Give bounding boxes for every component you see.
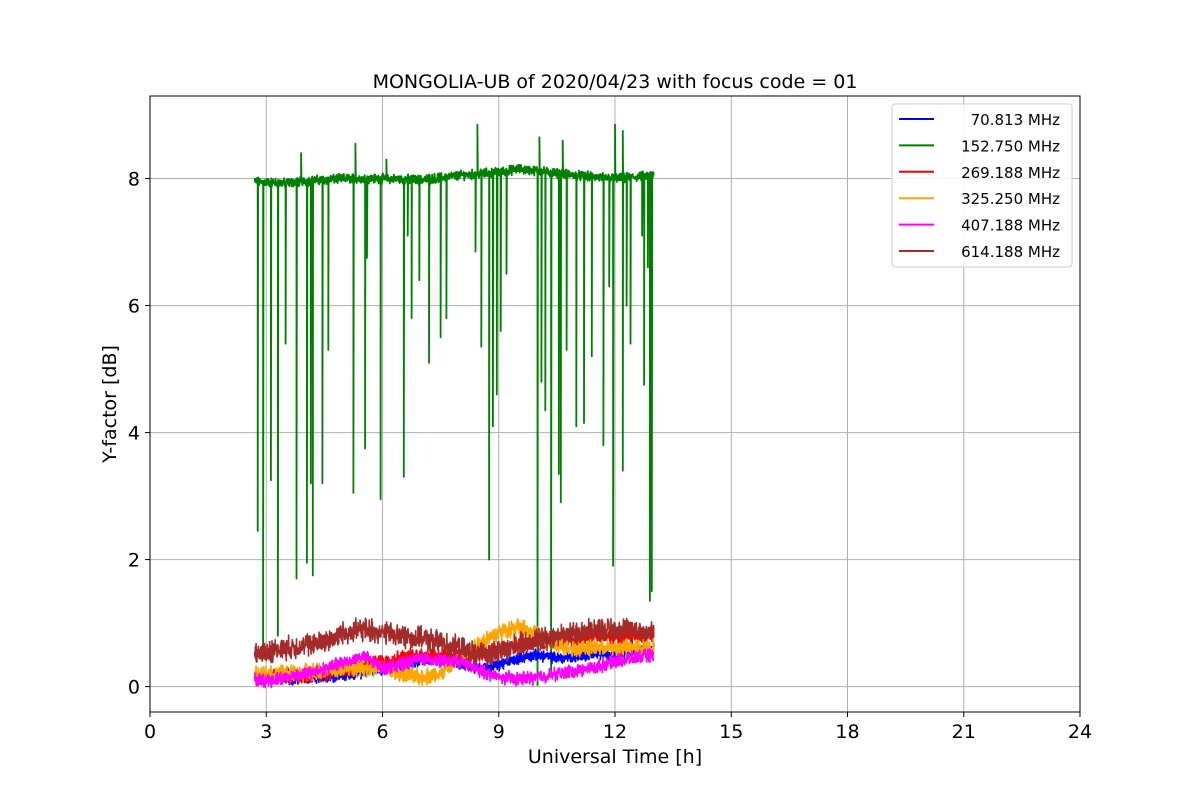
legend-box [891,103,1073,268]
legend-label: 152.750 MHz [961,137,1060,155]
series-line-4 [253,648,655,689]
x-tick-label: 24 [1068,721,1092,743]
y-tick-label: 2 [128,550,140,572]
x-tick-label: 6 [376,721,388,743]
x-tick-label: 15 [719,721,743,743]
legend-label: 269.188 MHz [961,164,1060,182]
x-tick-label: 0 [144,721,156,743]
x-tick-label: 3 [260,721,272,743]
x-tick-label: 21 [952,721,976,743]
legend-label: 614.188 MHz [961,243,1060,261]
y-tick-label: 4 [128,423,140,445]
legend-label: 70.813 MHz [971,111,1060,129]
legend-label: 407.188 MHz [961,217,1060,235]
x-axis-label: Universal Time [h] [528,746,702,768]
series-line-1 [253,123,655,687]
y-tick-label: 0 [128,677,140,699]
x-tick-label: 9 [493,721,505,743]
legend: 70.813 MHz 152.750 MHz 269.188 MHz 325.250 … [891,103,1073,268]
x-tick-label: 12 [603,721,627,743]
chart-title: MONGOLIA-UB of 2020/04/23 with focus cod… [373,71,858,93]
y-tick-label: 8 [128,169,140,191]
plot-series [253,123,655,689]
x-tick-label: 18 [835,721,859,743]
legend-label: 325.250 MHz [961,190,1060,208]
series-line-5 [253,617,655,666]
y-axis-label: Y-factor [dB] [99,345,121,464]
y-tick-label: 6 [128,296,140,318]
